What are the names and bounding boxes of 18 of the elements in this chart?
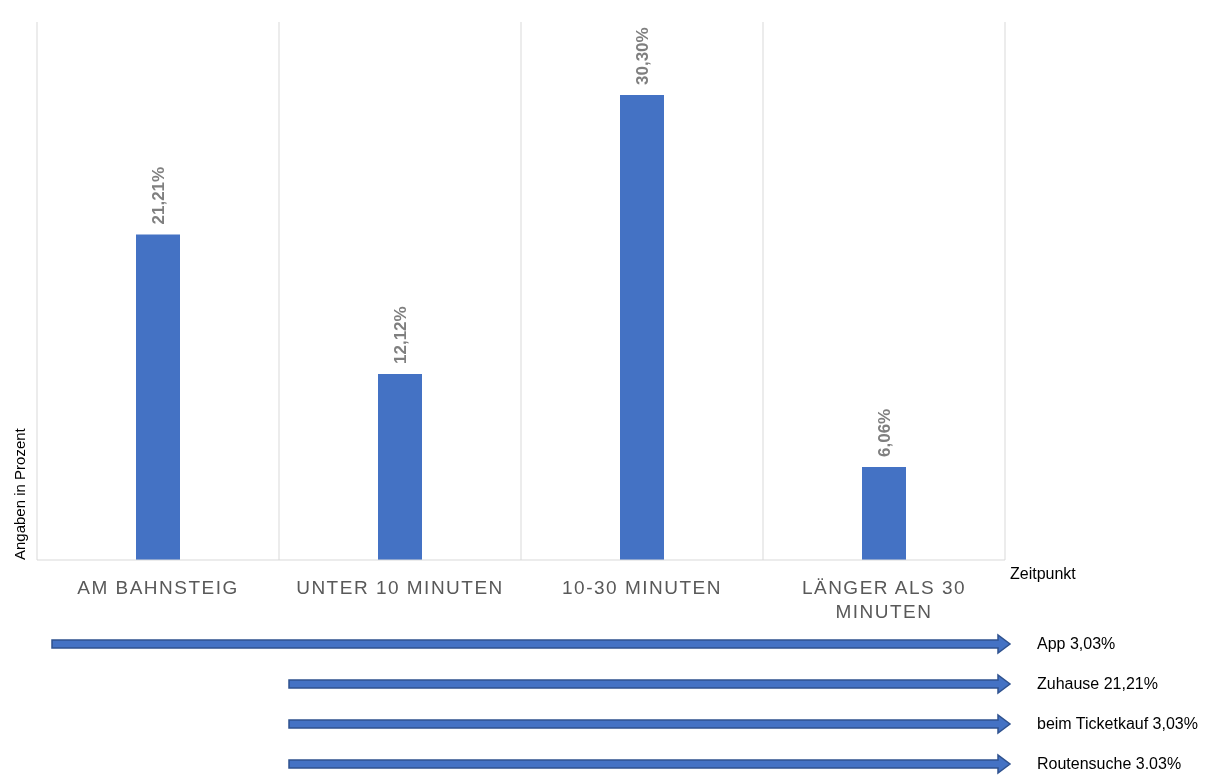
- bar: [620, 95, 664, 560]
- text: Zuhause 21,21%: [1037, 675, 1158, 692]
- data-label: 30,30%: [633, 27, 652, 85]
- bar: [136, 234, 180, 560]
- data-label: 21,21%: [149, 166, 168, 225]
- bar: [862, 467, 906, 560]
- x-tick-label: LÄNGER ALS 30 MINUTEN: [801, 577, 967, 622]
- text: App 3,03%: [1037, 635, 1116, 652]
- data-label: 6,06%: [875, 408, 894, 457]
- text: Routensuche 3.03%: [1037, 755, 1182, 772]
- data-label: 12,12%: [391, 306, 410, 364]
- x-tick-label: AM BAHNSTEIG: [77, 577, 239, 598]
- x-axis-title: Zeitpunkt: [1010, 565, 1077, 582]
- text: beim Ticketkauf 3,03%: [1037, 715, 1198, 732]
- x-tick-label: 10-30 MINUTEN: [562, 577, 722, 598]
- bar: [378, 374, 422, 560]
- y-axis-title: Angaben in Prozent: [11, 427, 28, 560]
- x-tick-label: UNTER 10 MINUTEN: [296, 577, 504, 598]
